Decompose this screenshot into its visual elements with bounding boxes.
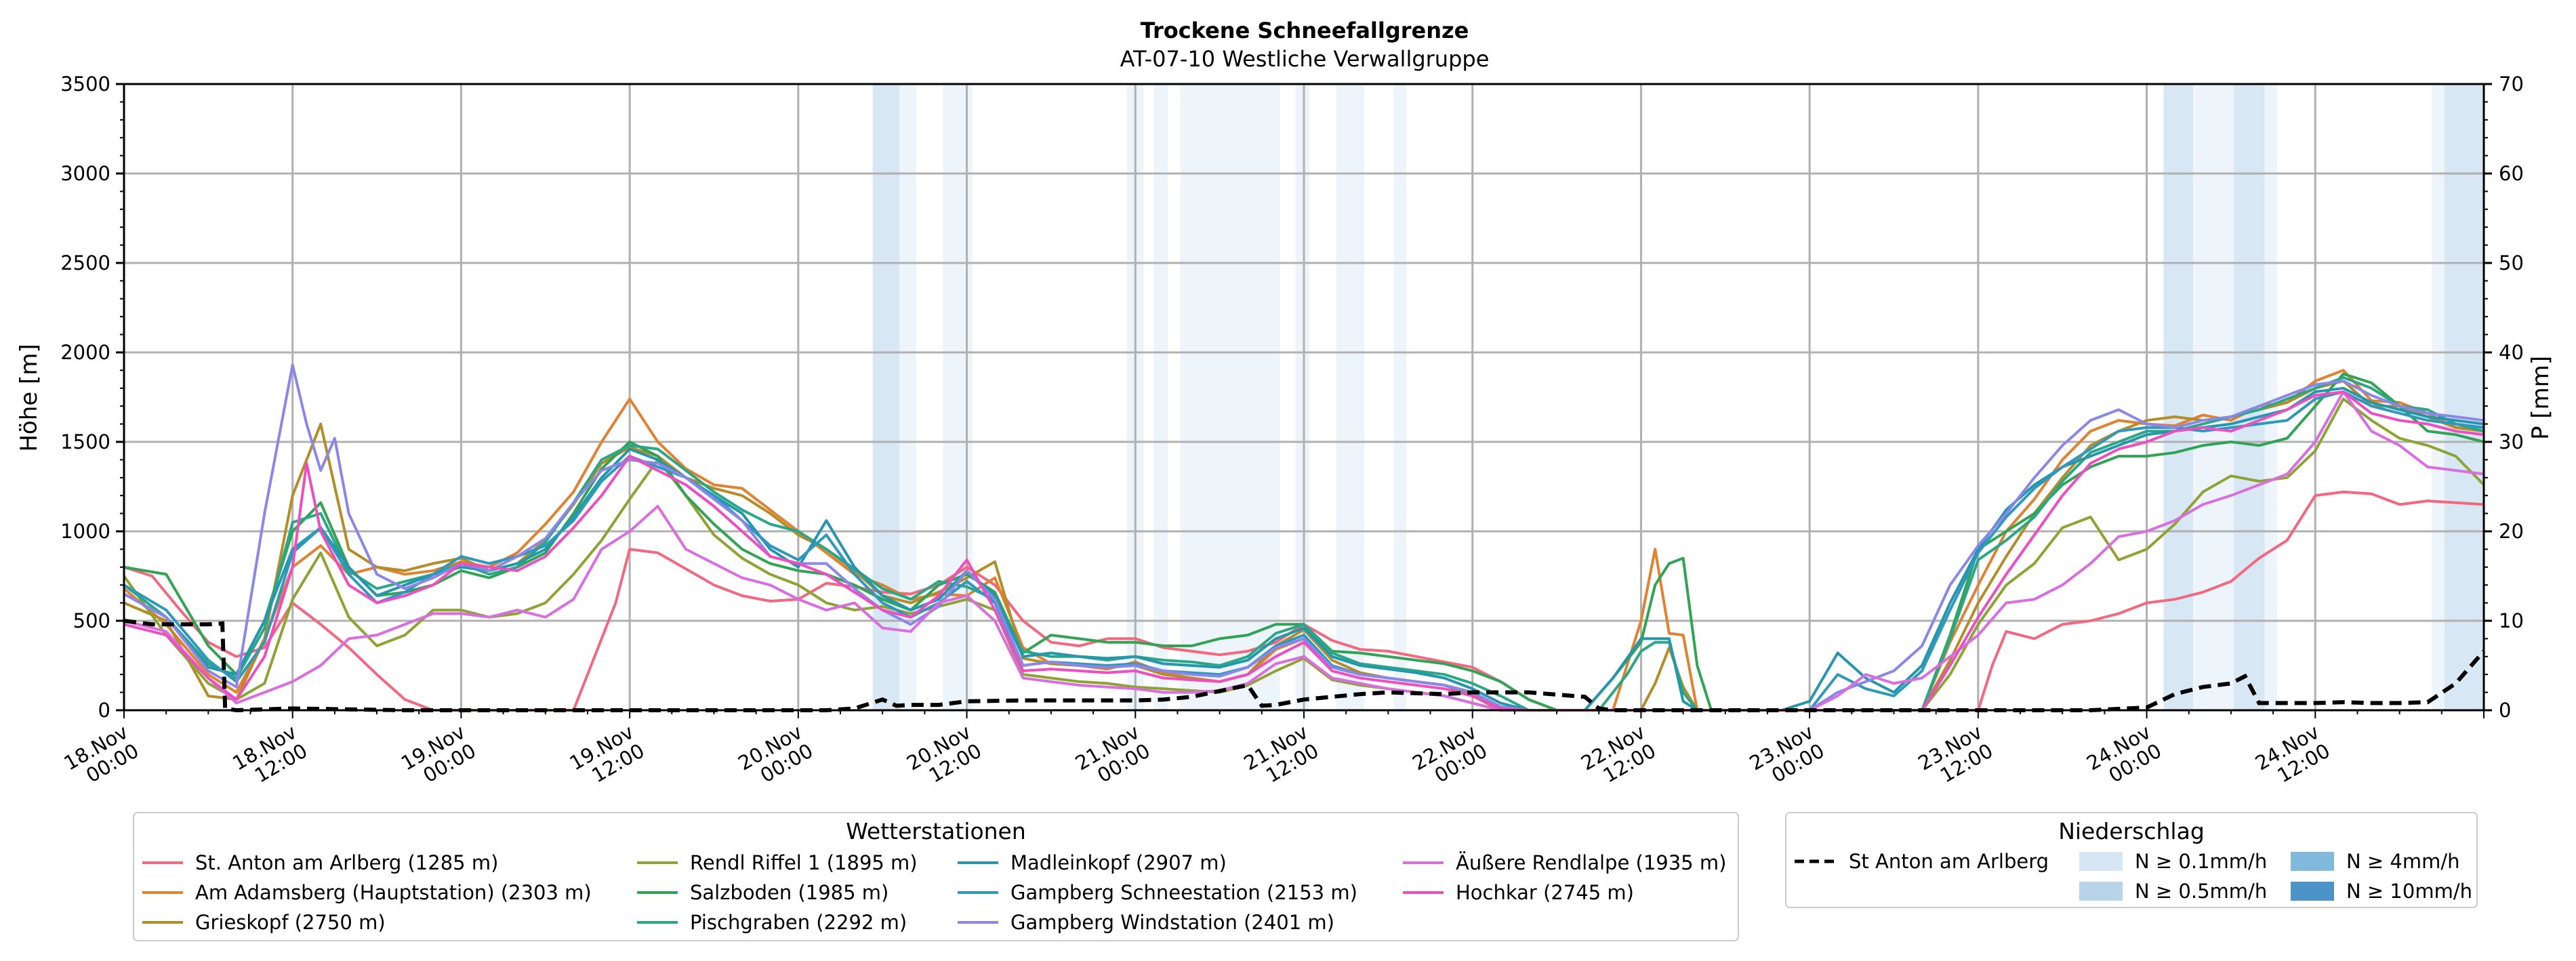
svg-text:N ≥ 0.5mm/h: N ≥ 0.5mm/h bbox=[2135, 880, 2267, 903]
chart-subtitle: AT-07-10 Westliche Verwallgruppe bbox=[1120, 46, 1490, 72]
y-tick-3: 1500 bbox=[60, 430, 110, 453]
precip-band-4 bbox=[1153, 84, 1168, 710]
y2-tick-7: 70 bbox=[2499, 73, 2524, 96]
svg-text:Am Adamsberg (Hauptstation) (2: Am Adamsberg (Hauptstation) (2303 m) bbox=[195, 881, 592, 904]
svg-text:N ≥ 0.1mm/h: N ≥ 0.1mm/h bbox=[2135, 850, 2267, 873]
stations-legend-title: Wetterstationen bbox=[846, 818, 1026, 844]
legend-item-9: Äußere Rendlalpe (1935 m) bbox=[1403, 851, 1726, 874]
legend-item-6: Madleinkopf (2907 m) bbox=[958, 851, 1227, 874]
legend-item-3: Rendl Riffel 1 (1895 m) bbox=[637, 851, 918, 874]
precip-band-8 bbox=[1393, 84, 1407, 710]
precipitation-legend-title: Niederschlag bbox=[2058, 818, 2205, 844]
series-line-8 bbox=[123, 363, 2485, 712]
y-tick-0: 0 bbox=[98, 699, 110, 722]
svg-text:N ≥ 4mm/h: N ≥ 4mm/h bbox=[2346, 850, 2460, 873]
y-tick-5: 2500 bbox=[60, 251, 110, 274]
precip-band-2 bbox=[943, 84, 973, 710]
precip-band-13 bbox=[2432, 84, 2445, 710]
precip-legend-item-0: N ≥ 0.1mm/h bbox=[2079, 850, 2267, 873]
y-tick-1: 500 bbox=[73, 609, 110, 632]
legend-item-8: Gampberg Windstation (2401 m) bbox=[958, 911, 1334, 934]
y-tick-4: 2000 bbox=[60, 341, 110, 364]
legend-item-5: Pischgraben (2292 m) bbox=[637, 911, 907, 934]
precip-legend-item-1: N ≥ 0.5mm/h bbox=[2079, 880, 2267, 903]
svg-text:Salzboden (1985 m): Salzboden (1985 m) bbox=[690, 881, 888, 904]
precip-band-6 bbox=[1295, 84, 1310, 710]
precip-band-10 bbox=[2192, 84, 2234, 710]
precipitation-bands bbox=[872, 84, 2484, 710]
series-line-5 bbox=[123, 376, 2485, 712]
stations-legend: Wetterstationen St. Anton am Arlberg (12… bbox=[133, 812, 1739, 941]
svg-text:Pischgraben (2292 m): Pischgraben (2292 m) bbox=[690, 911, 907, 934]
y2-tick-3: 30 bbox=[2499, 430, 2524, 453]
legend-item-10: Hochkar (2745 m) bbox=[1403, 881, 1634, 904]
legend-item-1: Am Adamsberg (Hauptstation) (2303 m) bbox=[142, 881, 592, 904]
svg-text:N ≥ 10mm/h: N ≥ 10mm/h bbox=[2346, 880, 2472, 903]
station-series bbox=[123, 363, 2485, 712]
precip-band-12 bbox=[2264, 84, 2278, 710]
y2-tick-6: 60 bbox=[2499, 162, 2524, 185]
svg-text:St. Anton am Arlberg (1285 m): St. Anton am Arlberg (1285 m) bbox=[195, 851, 498, 874]
series-line-9 bbox=[123, 390, 2485, 712]
svg-text:Gampberg Windstation (2401 m): Gampberg Windstation (2401 m) bbox=[1010, 911, 1334, 934]
precipitation-legend: Niederschlag St Anton am Arlberg N ≥ 0.1… bbox=[1785, 812, 2478, 908]
y-axis-label: Höhe [m] bbox=[16, 344, 43, 451]
precip-band-7 bbox=[1336, 84, 1365, 710]
precip-band-14 bbox=[2444, 84, 2484, 710]
y-tick-7: 3500 bbox=[60, 73, 110, 96]
y2-axis-label: P [mm] bbox=[2527, 356, 2554, 440]
legend-item-7: Gampberg Schneestation (2153 m) bbox=[958, 881, 1357, 904]
precip-legend-item-2: N ≥ 4mm/h bbox=[2291, 850, 2460, 873]
legend-item-2: Grieskopf (2750 m) bbox=[142, 911, 386, 934]
y2-tick-2: 20 bbox=[2499, 520, 2524, 543]
svg-text:Grieskopf (2750 m): Grieskopf (2750 m) bbox=[195, 911, 386, 934]
y-tick-2: 1000 bbox=[60, 520, 110, 543]
precip-legend-label: St Anton am Arlberg bbox=[1849, 850, 2049, 873]
y-tick-6: 3000 bbox=[60, 162, 110, 185]
y2-tick-1: 10 bbox=[2499, 609, 2524, 632]
precip-band-11 bbox=[2234, 84, 2265, 710]
legend-item-0: St. Anton am Arlberg (1285 m) bbox=[142, 851, 498, 874]
series-line-6 bbox=[123, 386, 2485, 712]
precip-band-5 bbox=[1180, 84, 1280, 710]
y2-tick-5: 50 bbox=[2499, 251, 2524, 274]
svg-text:Rendl Riffel 1 (1895 m): Rendl Riffel 1 (1895 m) bbox=[690, 851, 918, 874]
legend-item-4: Salzboden (1985 m) bbox=[637, 881, 888, 904]
svg-text:Hochkar (2745 m): Hochkar (2745 m) bbox=[1456, 881, 1634, 904]
precip-band-9 bbox=[2163, 84, 2193, 710]
series-line-7 bbox=[123, 390, 2485, 712]
svg-text:Madleinkopf (2907 m): Madleinkopf (2907 m) bbox=[1010, 851, 1227, 874]
chart-title: Trockene Schneefallgrenze bbox=[1141, 18, 1469, 43]
svg-text:Gampberg Schneestation (2153 m: Gampberg Schneestation (2153 m) bbox=[1010, 881, 1357, 904]
y2-tick-4: 40 bbox=[2499, 341, 2524, 364]
y2-tick-0: 0 bbox=[2499, 699, 2511, 722]
series-line-10 bbox=[123, 390, 2485, 712]
series-line-3 bbox=[123, 397, 2485, 712]
svg-text:Äußere Rendlalpe (1935 m): Äußere Rendlalpe (1935 m) bbox=[1456, 851, 1726, 874]
precip-legend-item-3: N ≥ 10mm/h bbox=[2291, 880, 2472, 903]
